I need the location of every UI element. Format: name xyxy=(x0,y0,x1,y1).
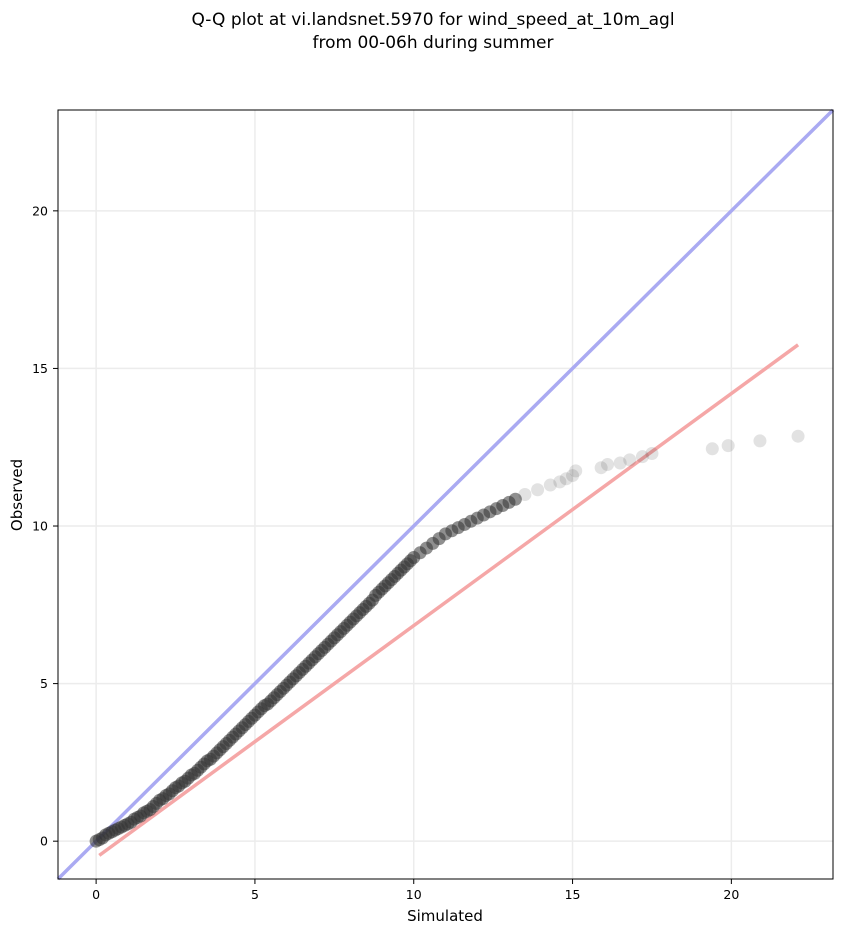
data-point xyxy=(508,492,522,506)
data-point xyxy=(543,478,557,492)
x-axis-ticks: 0 5 10 15 20 xyxy=(92,879,739,902)
x-axis-label: Simulated xyxy=(407,907,483,925)
y-tick-label: 10 xyxy=(32,519,48,534)
y-tick-label: 20 xyxy=(32,203,48,218)
data-point xyxy=(600,458,614,472)
plot-frame xyxy=(57,109,834,880)
data-point xyxy=(531,483,545,497)
data-point xyxy=(645,447,659,461)
y-tick-label: 15 xyxy=(32,361,48,376)
data-point xyxy=(791,429,805,443)
data-point xyxy=(553,475,567,489)
data-point xyxy=(623,453,637,467)
x-tick-label: 20 xyxy=(723,887,739,902)
x-tick-label: 10 xyxy=(406,887,422,902)
fit-line xyxy=(98,343,800,857)
data-point xyxy=(721,439,735,453)
x-tick-label: 0 xyxy=(92,887,100,902)
data-point xyxy=(594,461,608,475)
y-axis-label: Observed xyxy=(8,459,26,531)
chart-subtitle: from 00-06h during summer xyxy=(313,33,554,53)
grid xyxy=(58,110,833,879)
identity-line xyxy=(56,108,835,881)
scatter-points xyxy=(89,429,805,848)
data-point xyxy=(518,488,532,501)
y-tick-label: 5 xyxy=(40,676,48,691)
y-axis-ticks: 0 5 10 15 20 xyxy=(32,203,58,849)
x-tick-label: 5 xyxy=(251,887,259,902)
y-tick-label: 0 xyxy=(40,834,48,849)
data-point xyxy=(613,456,627,470)
data-point xyxy=(566,469,580,483)
x-tick-label: 15 xyxy=(565,887,581,902)
data-point xyxy=(635,450,649,464)
data-point xyxy=(559,472,573,486)
chart-title: Q-Q plot at vi.landsnet.5970 for wind_sp… xyxy=(191,10,674,30)
data-point xyxy=(753,434,767,448)
data-point xyxy=(705,442,719,456)
reference-lines xyxy=(56,108,835,881)
data-point xyxy=(569,464,583,478)
